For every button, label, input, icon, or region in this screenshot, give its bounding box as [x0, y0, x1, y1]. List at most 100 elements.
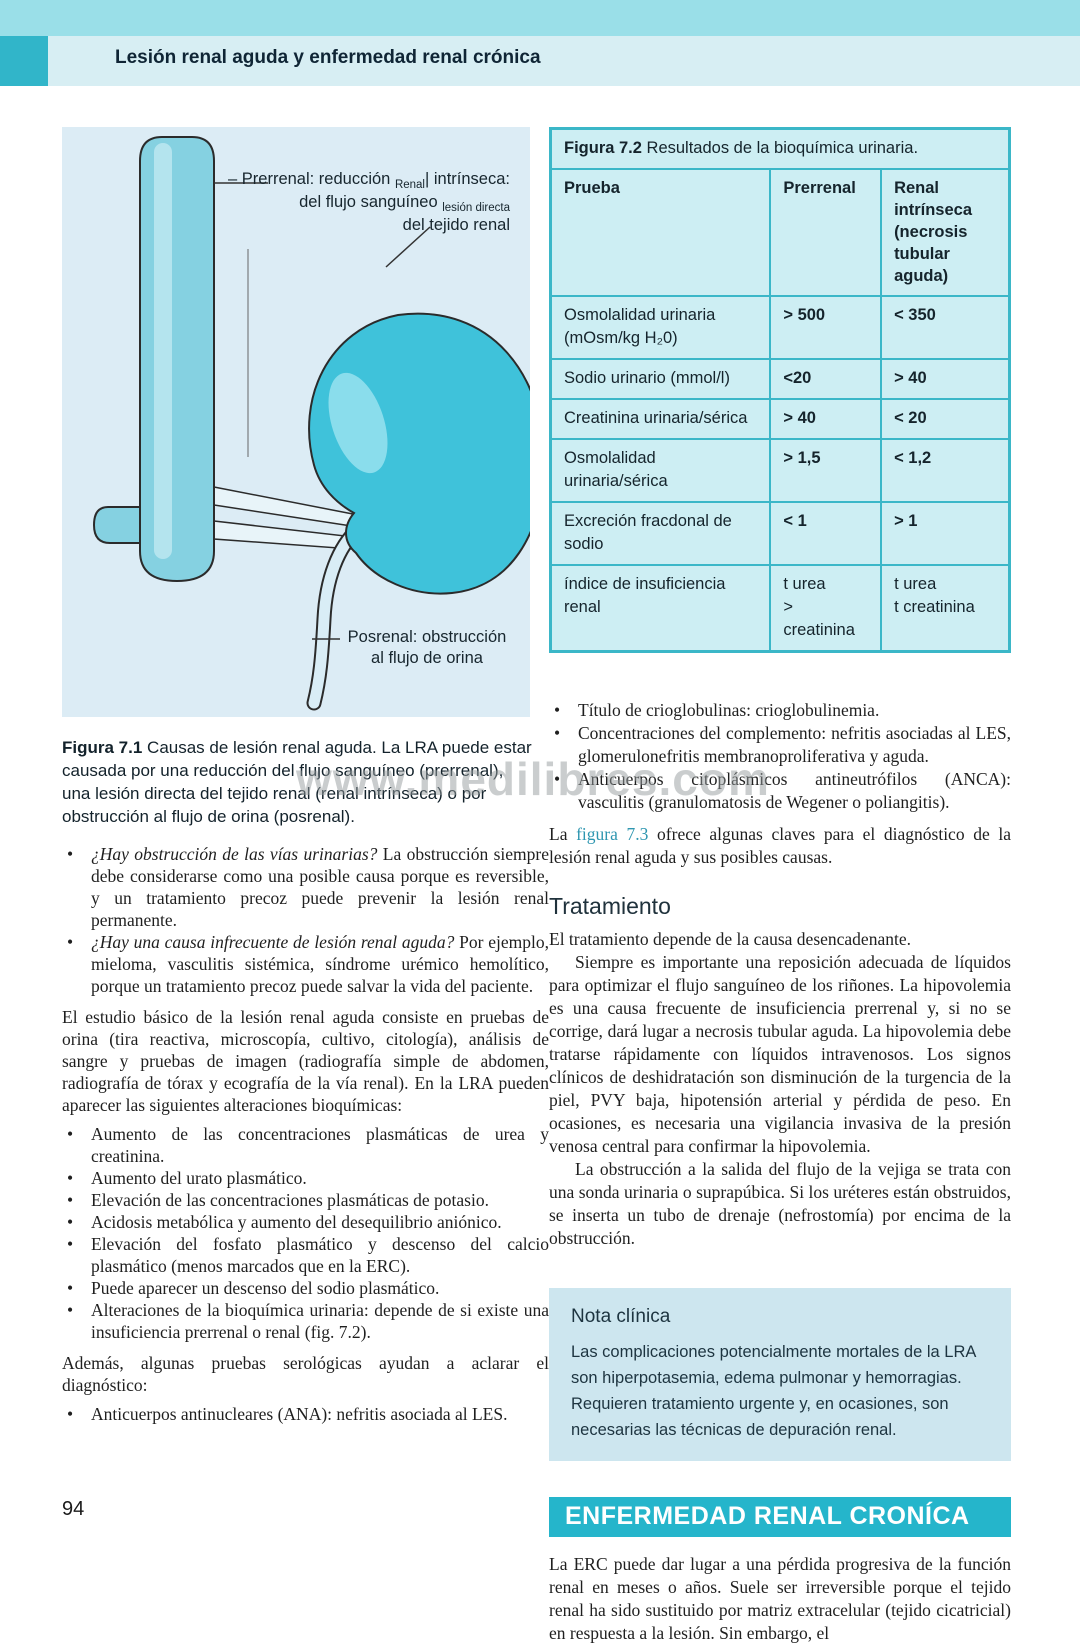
clinical-note-title: Nota clínica: [571, 1306, 671, 1327]
kidney-highlight: [328, 372, 388, 474]
header-top-band: [0, 0, 1080, 36]
list-item-text: Elevación del fosfato plasmático y desce…: [91, 1234, 549, 1276]
list-item: • Elevación de las concentraciones plasm…: [62, 1189, 549, 1211]
vessel-highlight: [154, 143, 172, 559]
list-item: • Anticuerpos antinucleares (ANA): nefri…: [62, 1403, 549, 1425]
list-item: • Elevación del fosfato plasmático y des…: [62, 1233, 549, 1277]
bullet-icon: •: [67, 1278, 74, 1298]
fig73-text-after: ofrece algunas claves para el diagnóstic…: [549, 824, 1011, 867]
column-header-prerrenal: Prerrenal: [769, 168, 883, 297]
list-item-text: Aumento del urato plasmático.: [91, 1168, 307, 1188]
list-item: • Acidosis metabólica y aumento del dese…: [62, 1211, 549, 1233]
bullet-icon: •: [67, 1124, 74, 1144]
cell-renal: < 350: [880, 295, 1011, 360]
bullet-icon: •: [67, 844, 74, 864]
list-item-text: Puede aparecer un descenso del sodio pla…: [91, 1278, 440, 1298]
cell-prueba: Creatinina urinaria/sérica: [549, 398, 772, 440]
list-item-text: Acidosis metabólica y aumento del desequ…: [91, 1212, 502, 1232]
cell-prueba: Osmolalidad urinaria/sérica: [549, 438, 772, 503]
treatment-paragraph-1: El tratamiento depende de la causa desen…: [549, 929, 911, 949]
table-title-number: Figura 7.2: [564, 139, 642, 157]
table-row: Osmolalidad urinaria (mOsm/kg H₂0) > 500…: [549, 295, 1011, 360]
cell-renal: t urea t creatinina: [880, 564, 1011, 653]
table-title-text: Resultados de la bioquímica urinaria.: [641, 139, 919, 157]
table-row: Excreción fracdonal de sodio < 1 > 1: [549, 501, 1011, 566]
fig73-text-before: La: [549, 824, 577, 844]
list-item: • ¿Hay una causa infrecuente de lesión r…: [62, 931, 549, 997]
cell-prerrenal: <20: [769, 358, 883, 400]
cell-prueba: Osmolalidad urinaria (mOsm/kg H₂0): [549, 295, 772, 360]
figura-7-3-link[interactable]: figura 7.3: [576, 824, 649, 844]
paragraph-figura-73: La figura 7.3 ofrece algunas claves para…: [549, 823, 1011, 869]
list-item-text: Alteraciones de la bioquímica urinaria: …: [91, 1300, 549, 1342]
list-item: • Aumento de las concentraciones plasmát…: [62, 1123, 549, 1167]
label-posrenal: Posrenal: obstrucción al flujo de orina: [342, 627, 512, 669]
list-item: • Puede aparecer un descenso del sodio p…: [62, 1277, 549, 1299]
cell-prerrenal: > 40: [769, 398, 883, 440]
erc-section-banner: ENFERMEDAD RENAL CRONÍCA: [549, 1497, 1011, 1537]
biochem-list: • Aumento de las concentraciones plasmát…: [62, 1123, 549, 1343]
bullet-icon: •: [67, 1404, 74, 1424]
bullet-icon: •: [67, 1168, 74, 1188]
ureter: [308, 523, 364, 709]
right-column: Figura 7.2 Resultados de la bioquímica u…: [549, 127, 1011, 1645]
label-posrenal-line2: al flujo de orina: [371, 649, 483, 667]
kidney-diagram: [92, 136, 530, 711]
label-prerrenal-line1: – Prerrenal: reducción Renal| intrínseca…: [228, 170, 510, 191]
list-item-text: Concentraciones del complemento: nefriti…: [578, 723, 1011, 766]
chapter-title: Lesión renal aguda y enfermedad renal cr…: [115, 47, 541, 68]
cell-renal: < 20: [880, 398, 1011, 440]
bullet-icon: •: [67, 1190, 74, 1210]
cell-prueba: Sodio urinario (mmol/l): [549, 358, 772, 400]
list-item-text: Aumento de las concentraciones plasmátic…: [91, 1124, 549, 1166]
serology-list-left: • Anticuerpos antinucleares (ANA): nefri…: [62, 1403, 549, 1425]
list-item-text: ¿Hay una causa infrecuente de lesión ren…: [91, 932, 549, 996]
list-item-text: ¿Hay obstrucción de las vías urinarias? …: [91, 844, 549, 930]
list-item: • Aumento del urato plasmático.: [62, 1167, 549, 1189]
table-row: Sodio urinario (mmol/l) <20 > 40: [549, 358, 1011, 400]
left-column: • ¿Hay obstrucción de las vías urinarias…: [62, 843, 549, 1425]
clinical-note-box: Nota clínica Las complicaciones potencia…: [549, 1288, 1011, 1461]
cell-renal: > 40: [880, 358, 1011, 400]
vessel-branch-left: [92, 506, 141, 544]
table-row: Osmolalidad urinaria/sérica > 1,5 < 1,2: [549, 438, 1011, 503]
bullet-icon: •: [67, 1212, 74, 1232]
label-prerrenal-line2: del flujo sanguíneo lesión directa: [299, 193, 510, 214]
label-renal-line3: del tejido renal: [402, 216, 510, 234]
cell-renal: < 1,2: [880, 438, 1011, 503]
bullet-icon: •: [554, 700, 561, 720]
treatment-heading: Tratamiento: [549, 893, 671, 919]
paragraph-estudio: El estudio básico de la lesión renal agu…: [62, 1007, 549, 1115]
list-item-text: Elevación de las concentraciones plasmát…: [91, 1190, 489, 1210]
figure-7-1-caption: Figura 7.1 Causas de lesión renal aguda.…: [62, 736, 536, 828]
cell-prerrenal: < 1: [769, 501, 883, 566]
list-item: • Título de crioglobulinas: crioglobulin…: [549, 699, 1011, 722]
paragraph-ademas: Además, algunas pruebas serológicas ayud…: [62, 1353, 549, 1395]
list-item: • ¿Hay obstrucción de las vías urinarias…: [62, 843, 549, 931]
list-item-text: Anticuerpos antinucleares (ANA): nefriti…: [91, 1404, 508, 1424]
aorta-vessel: [139, 136, 215, 583]
list-item: • Anticuerpos citoplásmicos antineutrófi…: [549, 768, 1011, 814]
figure-7-2-table: Figura 7.2 Resultados de la bioquímica u…: [549, 127, 1011, 653]
treatment-paragraph-2: Siempre es importante una reposición ade…: [549, 952, 1011, 1156]
renal-vein: [213, 520, 355, 550]
bullet-icon: •: [554, 769, 561, 789]
cell-prerrenal: t urea > creatinina: [769, 564, 883, 653]
bullet-icon: •: [67, 1234, 74, 1254]
list-item-text: Anticuerpos citoplásmicos antineutrófilo…: [578, 769, 1011, 812]
column-header-renal: Renal intrínseca (necrosis tubular aguda…: [880, 168, 1011, 297]
cell-prueba: Excreción fracdonal de sodio: [549, 501, 772, 566]
page-number: 94: [62, 1498, 85, 1520]
serology-list-right: • Título de crioglobulinas: crioglobulin…: [549, 699, 1011, 814]
bullet-icon: •: [67, 932, 74, 952]
figure-7-1-caption-text: Causas de lesión renal aguda. La LRA pue…: [62, 738, 532, 826]
clinical-note-body: Las complicaciones potencialmente mortal…: [571, 1343, 976, 1439]
table-title: Figura 7.2 Resultados de la bioquímica u…: [549, 127, 1011, 170]
figure-7-1-panel: – Prerrenal: reducción Renal| intrínseca…: [62, 127, 530, 717]
treatment-paragraph-3: La obstrucción a la salida del flujo de …: [549, 1159, 1011, 1248]
bullet-icon: •: [554, 723, 561, 743]
bullet-icon: •: [67, 1300, 74, 1320]
list-item: • Alteraciones de la bioquímica urinaria…: [62, 1299, 549, 1343]
column-header-prueba: Prueba: [549, 168, 772, 297]
label-posrenal-line1: Posrenal: obstrucción: [347, 628, 507, 646]
